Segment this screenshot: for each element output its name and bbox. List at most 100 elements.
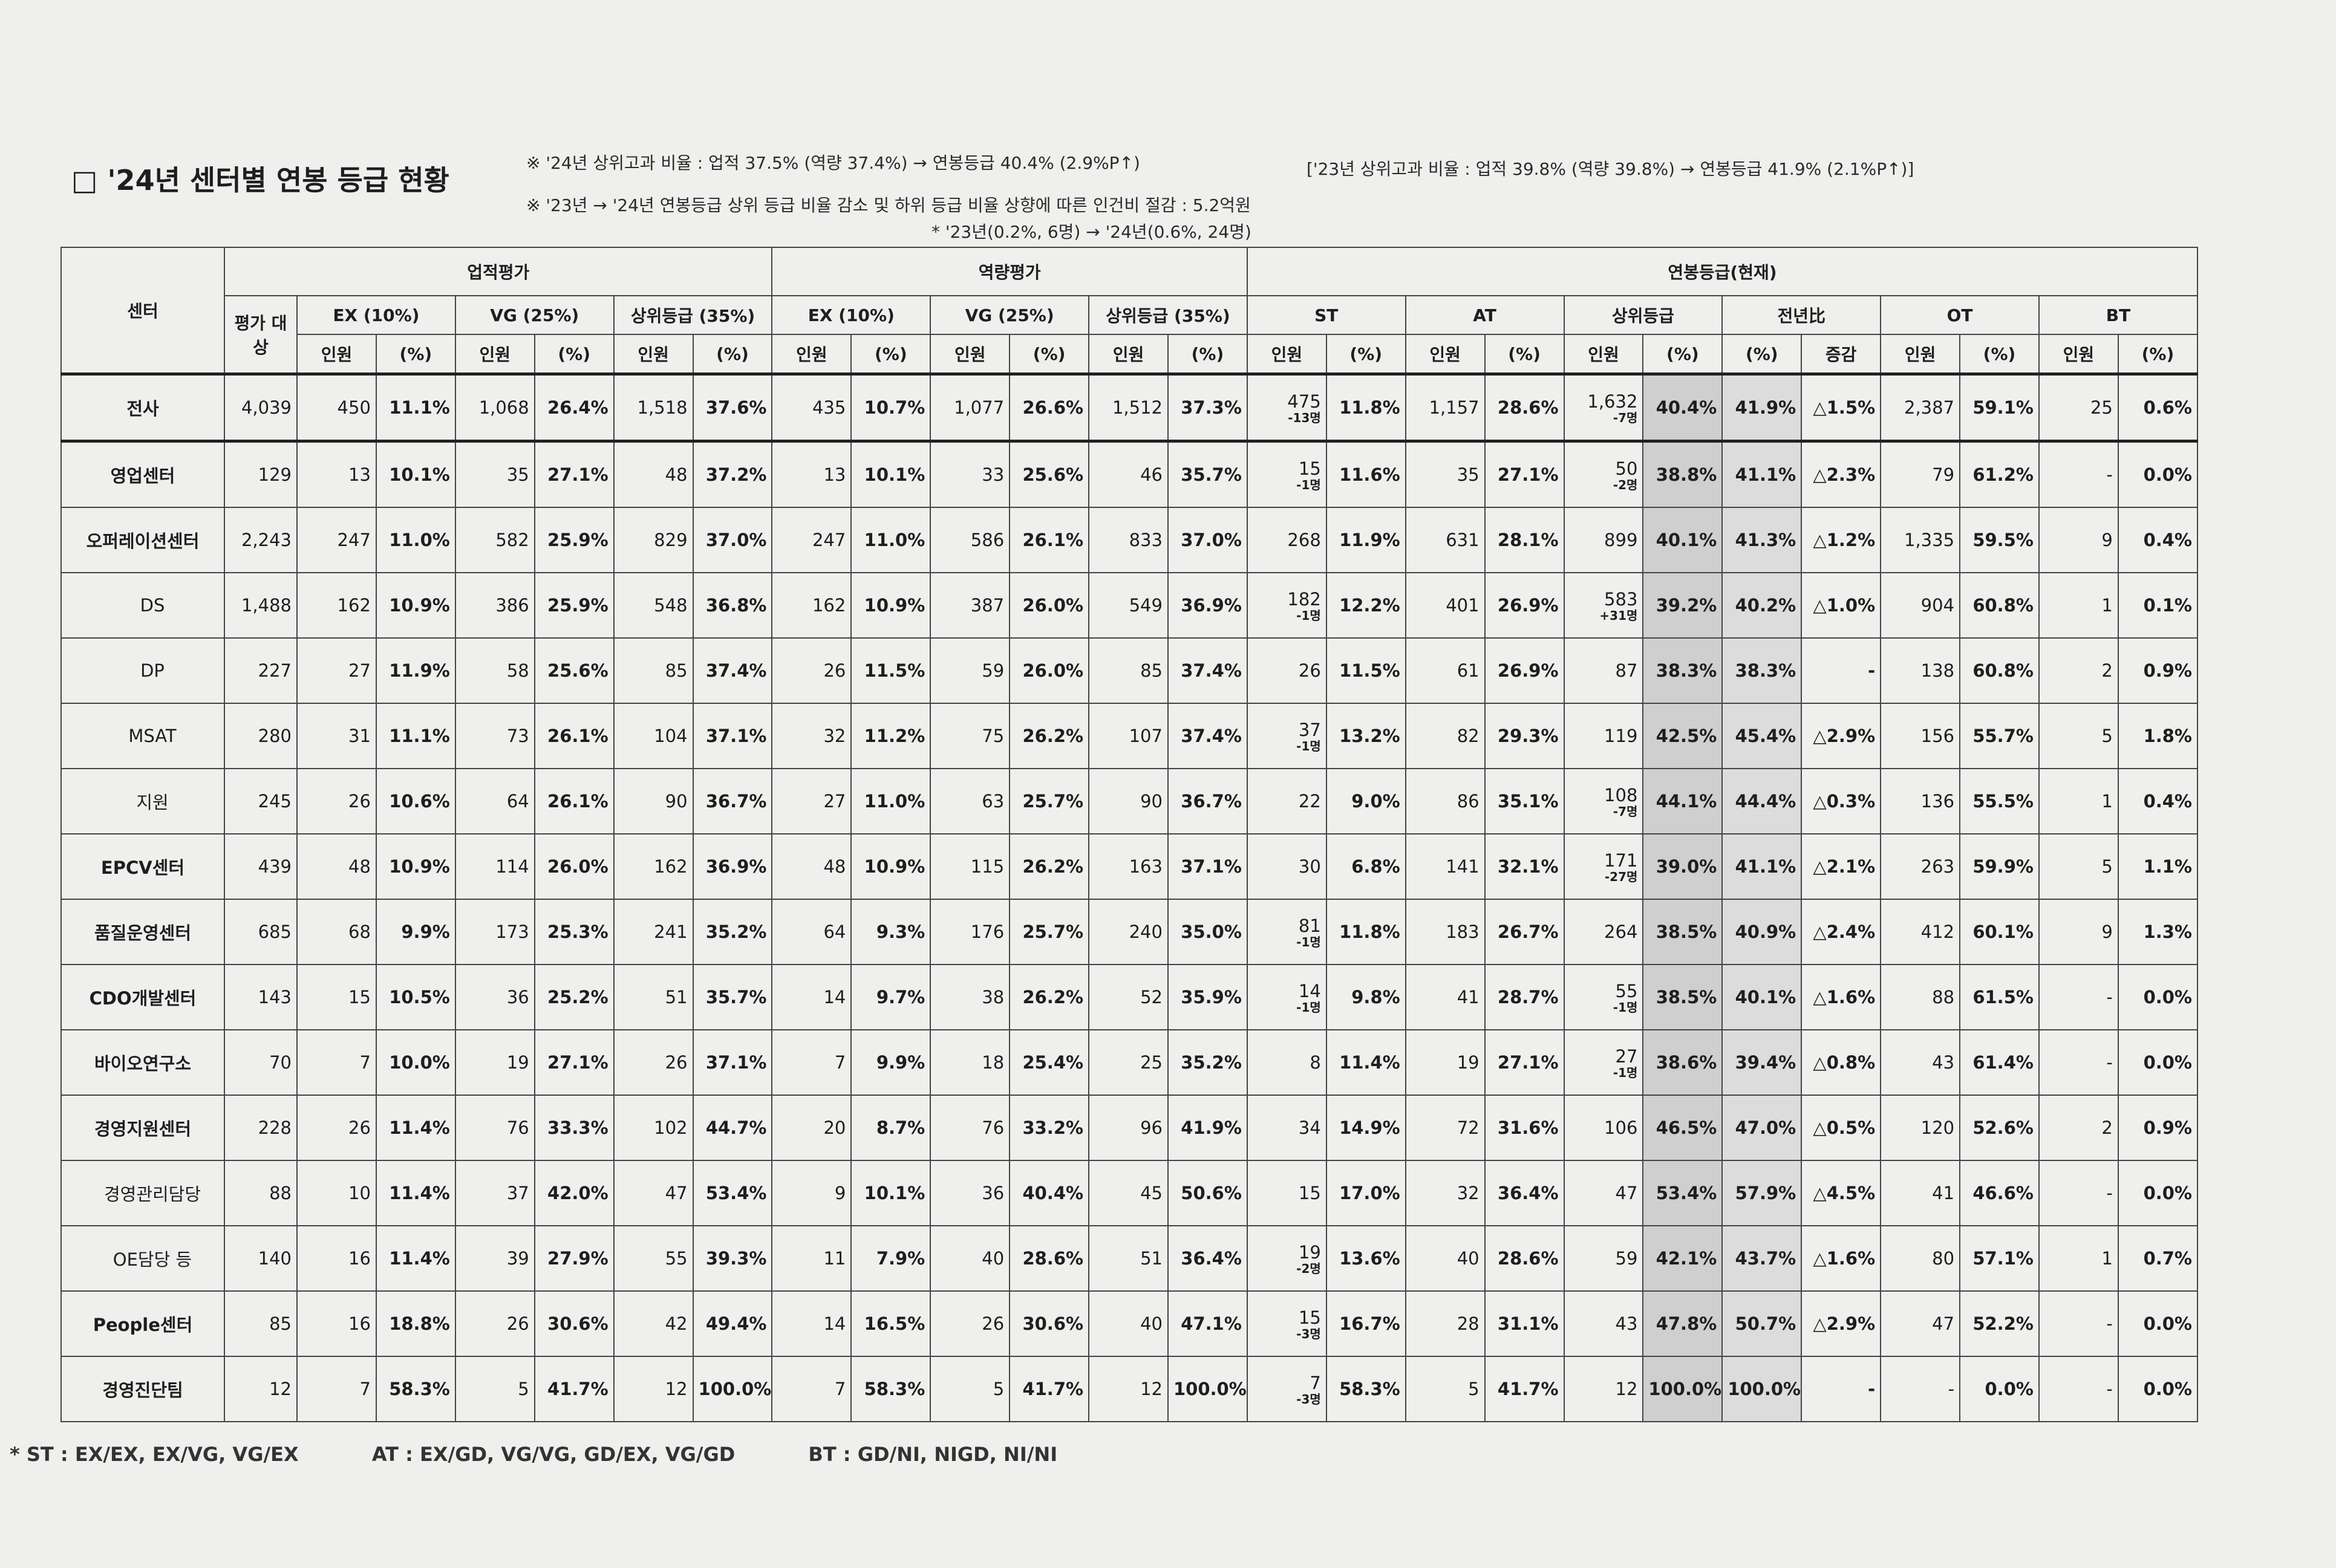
cell-value: 2 xyxy=(2101,1117,2113,1138)
eval-target-cell: 140 xyxy=(224,1225,298,1292)
cell-value: 1 xyxy=(2101,791,2113,812)
cell-value: 26.0% xyxy=(1022,595,1084,616)
center-name: 바이오연구소 xyxy=(60,1029,225,1096)
cell-value: 37.3% xyxy=(1181,397,1242,418)
cell-value: 2,387 xyxy=(1904,397,1955,418)
cell-value: 10.1% xyxy=(864,1183,925,1203)
count-cell: 37 xyxy=(454,1160,535,1226)
percent-cell: 37.1% xyxy=(692,1029,773,1096)
change-note: -1명 xyxy=(1296,1000,1321,1015)
table-row: 품질운영센터 685 68 9.9% 173 25.3% 241 35.2% 64 9.3% 176… xyxy=(60,899,2199,965)
percent-cell: 10.0% xyxy=(375,1029,456,1096)
cell-value: 439 xyxy=(258,856,292,877)
cell-value: 120 xyxy=(1920,1117,1955,1138)
cell-value: △2.9% xyxy=(1813,1313,1876,1334)
percent-cell: 10.9% xyxy=(850,833,931,900)
cell-value: 26 xyxy=(982,1313,1005,1334)
cell-value: 138 xyxy=(1920,660,1955,681)
cell-value: 12.2% xyxy=(1339,595,1400,616)
eval-target-cell: 685 xyxy=(224,899,298,965)
count-cell: 51 xyxy=(613,964,694,1030)
cell-value: 25.6% xyxy=(1022,464,1084,485)
percent-cell: 41.9% xyxy=(1167,1095,1248,1161)
count-cell: 35 xyxy=(1405,440,1486,508)
count-cell: 386 xyxy=(454,572,535,639)
percent-cell: 12.2% xyxy=(1325,572,1406,639)
percent-cell: 61.4% xyxy=(1959,1029,2040,1096)
cell-value: 9.8% xyxy=(1351,987,1400,1007)
subheader-count: 인원 xyxy=(2038,334,2119,375)
count-cell: 904 xyxy=(1880,572,1961,639)
cell-value: 72 xyxy=(1457,1117,1480,1138)
percent-cell: 32.1% xyxy=(1484,833,1565,900)
cell-value: 25.9% xyxy=(547,595,608,616)
percent-cell: 11.4% xyxy=(375,1095,456,1161)
cell-value: 36.9% xyxy=(1181,595,1242,616)
percent-cell: 26.6% xyxy=(1009,372,1090,443)
header-eval-target: 평가 대상 xyxy=(224,295,298,375)
percent-cell: 41.1% xyxy=(1721,440,1803,508)
percent-cell: 57.1% xyxy=(1959,1225,2040,1292)
subheader-pct: (%) xyxy=(692,334,773,375)
cell-value: 51 xyxy=(1140,1248,1163,1269)
subheader-pct: (%) xyxy=(1959,334,2040,375)
cell-value: 61.2% xyxy=(1972,464,2034,485)
cell-value: 42.5% xyxy=(1656,726,1717,746)
cell-value: 37.0% xyxy=(1181,530,1242,550)
change-note: -1명 xyxy=(1296,608,1321,623)
subheader-change: 증감 xyxy=(1801,334,1882,375)
change-note: -1명 xyxy=(1296,478,1321,492)
cell-value: 27 xyxy=(348,660,371,681)
percent-cell: 59.9% xyxy=(1959,833,2040,900)
cell-value: 11.9% xyxy=(389,660,450,681)
cell-value: 35.7% xyxy=(705,987,767,1007)
count-cell: 247 xyxy=(296,507,377,573)
cell-value: 8.7% xyxy=(876,1117,925,1138)
cell-value: 16.5% xyxy=(864,1313,925,1334)
percent-cell: 25.7% xyxy=(1009,768,1090,834)
percent-cell: 0.0% xyxy=(2117,440,2199,508)
cell-value: 2,243 xyxy=(241,530,292,550)
cell-value: 25.7% xyxy=(1022,791,1084,812)
count-cell: 61 xyxy=(1405,637,1486,704)
cell-value: 1.8% xyxy=(2143,726,2192,746)
count-cell: 35 xyxy=(454,440,535,508)
count-cell: 412 xyxy=(1880,899,1961,965)
percent-cell: 41.7% xyxy=(533,1356,615,1422)
count-cell: 59 xyxy=(930,637,1011,704)
count-cell: 72 xyxy=(1405,1095,1486,1161)
change-note: -1명 xyxy=(1296,935,1321,949)
percent-cell: 35.2% xyxy=(692,899,773,965)
percent-cell: - xyxy=(1801,637,1882,704)
cell-value: 35 xyxy=(1457,464,1480,485)
cell-value: 7.9% xyxy=(876,1248,925,1269)
count-cell: 26 xyxy=(930,1290,1011,1357)
eval-target-cell: 12 xyxy=(224,1356,298,1422)
cell-value: 1,632 xyxy=(1587,391,1638,412)
note-2024-ratio: ※ '24년 상위고과 비율 : 업적 37.5% (역량 37.4%) → 연… xyxy=(526,153,1140,173)
cell-value: 17.0% xyxy=(1339,1183,1400,1203)
percent-cell: 28.6% xyxy=(1484,372,1565,443)
count-cell: 80 xyxy=(1880,1225,1961,1292)
cell-value: 86 xyxy=(1457,791,1480,812)
percent-cell: 37.1% xyxy=(692,703,773,769)
percent-cell: 40.9% xyxy=(1721,899,1803,965)
cell-value: 59.1% xyxy=(1972,397,2034,418)
cell-value: 35.9% xyxy=(1181,987,1242,1007)
percent-cell: 1.8% xyxy=(2117,703,2199,769)
cell-value: 386 xyxy=(495,595,529,616)
cell-value: 36.7% xyxy=(1181,791,1242,812)
cell-value: 16.7% xyxy=(1339,1313,1400,1334)
percent-cell: 38.6% xyxy=(1642,1029,1723,1096)
percent-cell: 42.0% xyxy=(533,1160,615,1226)
percent-cell: 10.9% xyxy=(375,572,456,639)
percent-cell: △1.6% xyxy=(1801,1225,1882,1292)
center-name: 경영관리담당 xyxy=(60,1160,225,1226)
cell-value: - xyxy=(2106,464,2113,485)
cell-value: 240 xyxy=(1129,922,1163,942)
cell-value: 53.4% xyxy=(1656,1183,1717,1203)
cell-value: 85 xyxy=(665,660,688,681)
cell-value: 10.5% xyxy=(389,987,450,1007)
cell-value: 41 xyxy=(1932,1183,1955,1203)
cell-value: 10.9% xyxy=(864,856,925,877)
